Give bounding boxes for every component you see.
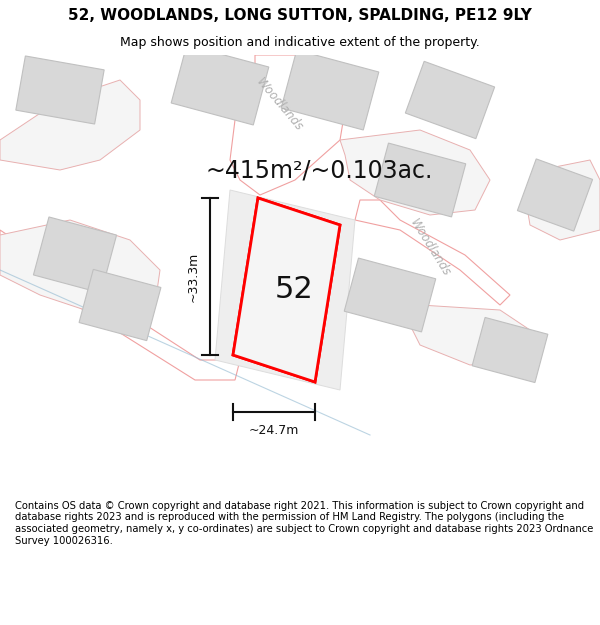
Polygon shape <box>0 220 160 315</box>
Text: ~24.7m: ~24.7m <box>249 424 299 437</box>
Polygon shape <box>525 160 600 240</box>
Polygon shape <box>281 50 379 130</box>
Polygon shape <box>215 190 355 390</box>
Polygon shape <box>344 258 436 332</box>
Text: 52: 52 <box>275 276 314 304</box>
Text: Contains OS data © Crown copyright and database right 2021. This information is : Contains OS data © Crown copyright and d… <box>15 501 593 546</box>
Text: Woodlands: Woodlands <box>407 217 453 279</box>
Polygon shape <box>230 55 345 195</box>
Polygon shape <box>472 318 548 382</box>
Polygon shape <box>0 230 240 380</box>
Polygon shape <box>374 143 466 217</box>
Polygon shape <box>340 130 490 215</box>
Polygon shape <box>410 305 530 365</box>
Text: ~415m²/~0.103ac.: ~415m²/~0.103ac. <box>205 158 433 182</box>
Text: 52, WOODLANDS, LONG SUTTON, SPALDING, PE12 9LY: 52, WOODLANDS, LONG SUTTON, SPALDING, PE… <box>68 8 532 23</box>
Polygon shape <box>233 198 340 382</box>
Polygon shape <box>233 198 340 382</box>
Polygon shape <box>355 200 510 305</box>
Polygon shape <box>517 159 593 231</box>
Text: ~33.3m: ~33.3m <box>187 251 200 302</box>
Polygon shape <box>171 45 269 125</box>
Polygon shape <box>79 269 161 341</box>
Polygon shape <box>406 61 494 139</box>
Text: Map shows position and indicative extent of the property.: Map shows position and indicative extent… <box>120 36 480 49</box>
Polygon shape <box>34 217 116 293</box>
Polygon shape <box>0 80 140 170</box>
Text: Woodlands: Woodlands <box>254 76 306 134</box>
Polygon shape <box>16 56 104 124</box>
